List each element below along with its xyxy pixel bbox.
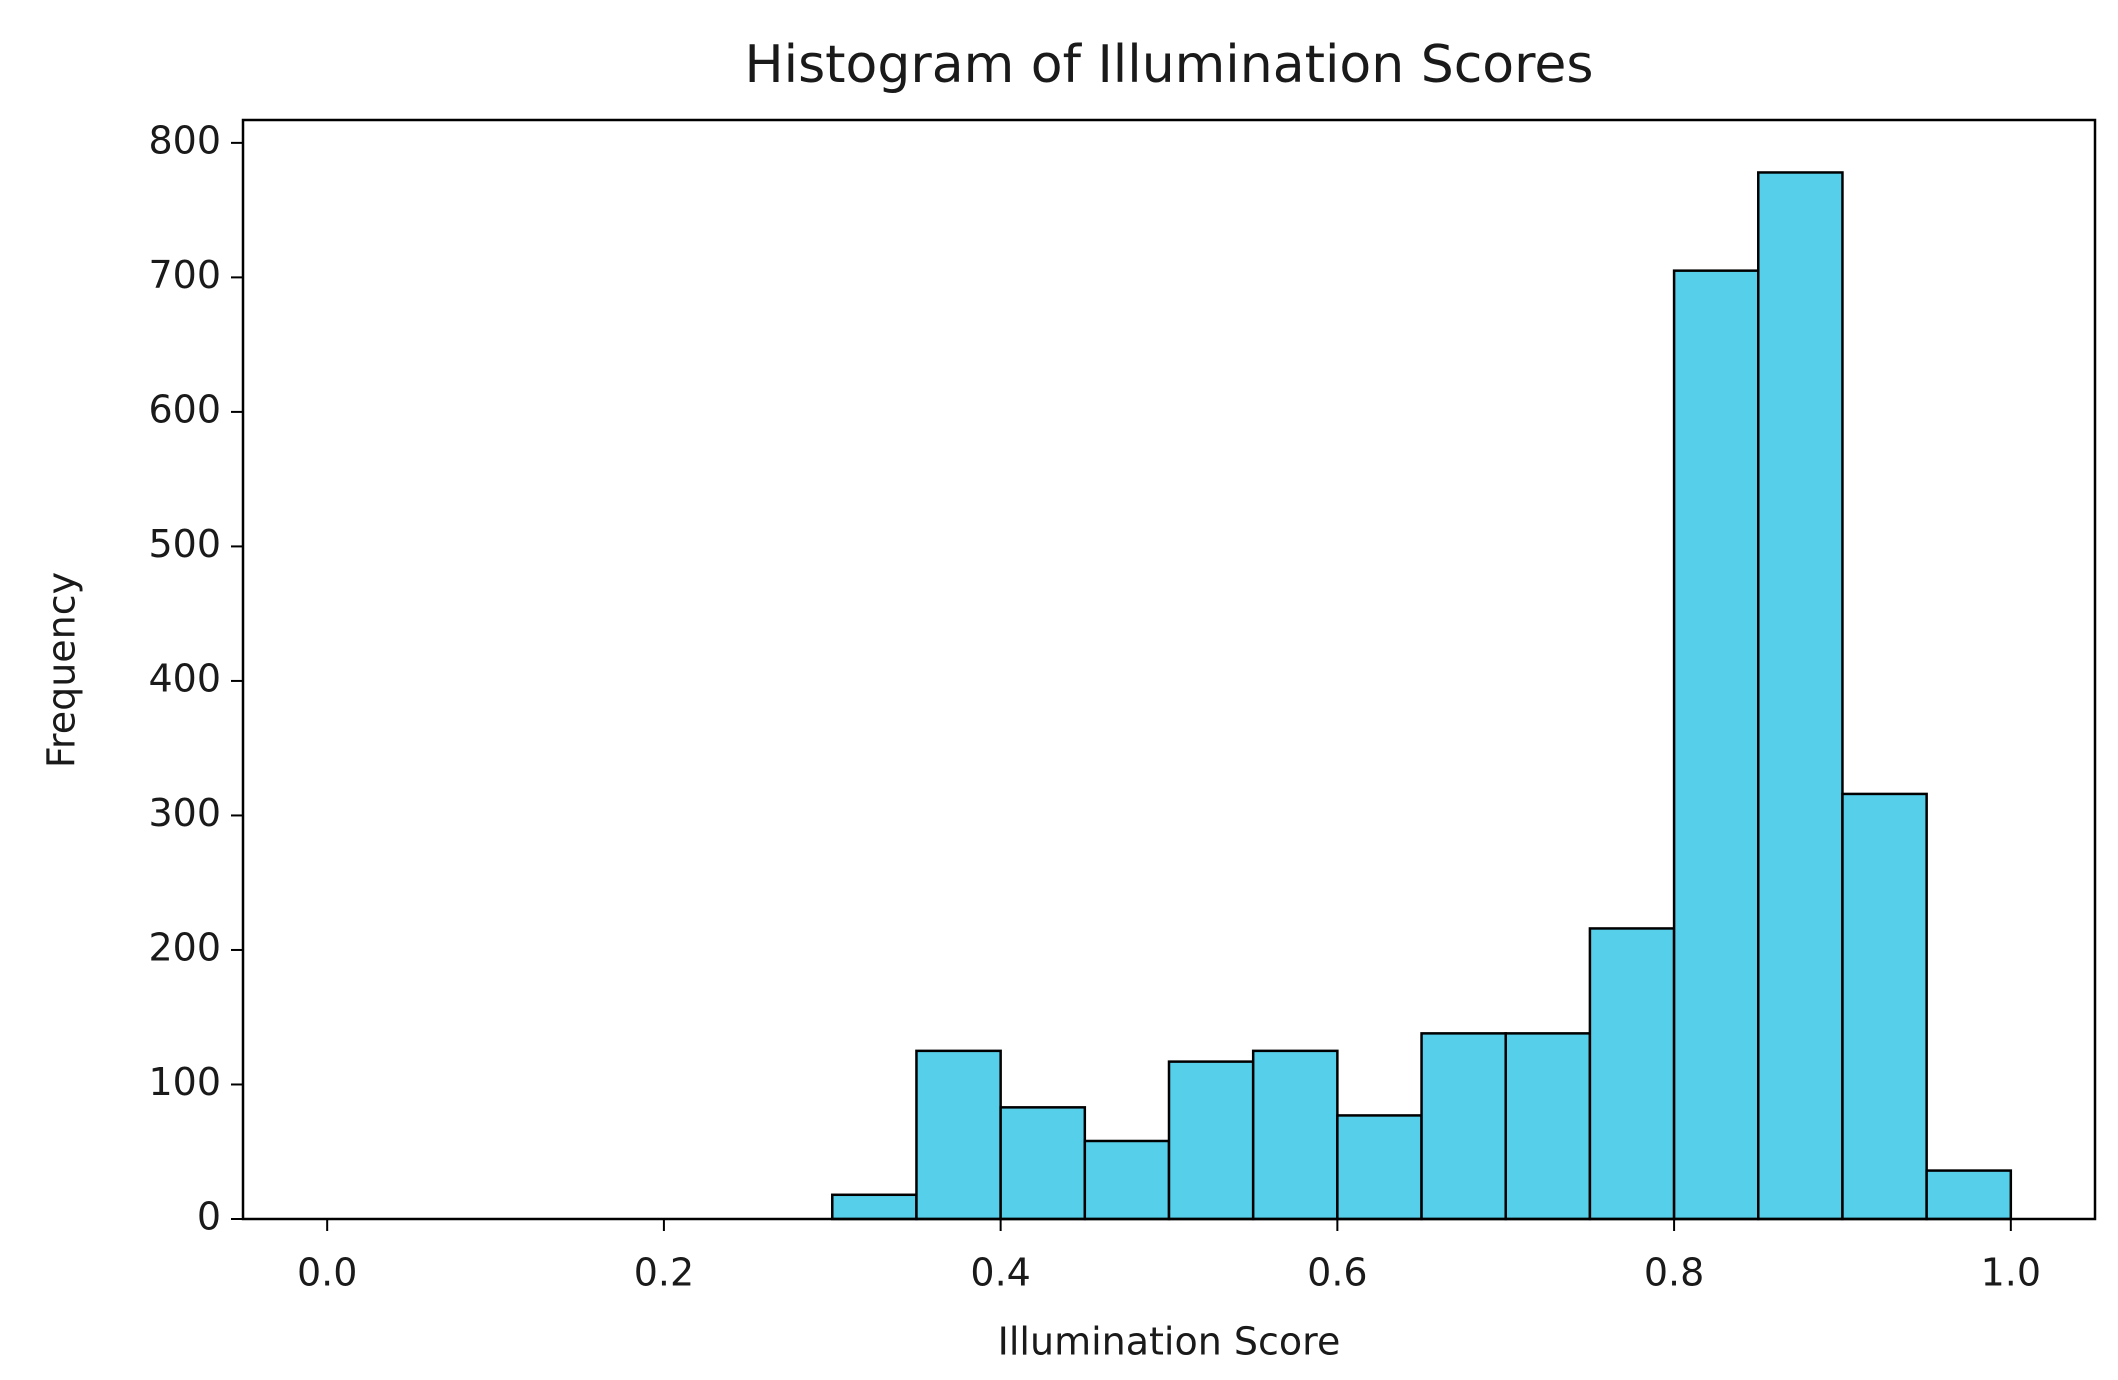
bar [1336, 1114, 1423, 1221]
bar [1925, 1169, 2013, 1221]
y-tick-label: 300 [148, 791, 221, 835]
chart-title: Histogram of Illumination Scores [745, 35, 1594, 95]
y-tick-label: 100 [148, 1060, 221, 1104]
y-tick-label: 600 [148, 387, 221, 431]
bar [1757, 171, 1844, 1221]
bar [1167, 1060, 1255, 1221]
bar [1672, 269, 1760, 1221]
x-tick-label: 0.2 [634, 1251, 694, 1295]
bar [831, 1193, 918, 1221]
bar [1083, 1139, 1171, 1221]
bar [999, 1106, 1087, 1221]
x-tick-label: 0.6 [1307, 1251, 1367, 1295]
x-tick-label: 0.8 [1644, 1251, 1704, 1295]
y-tick-label: 0 [197, 1195, 221, 1239]
y-tick-label: 800 [148, 118, 221, 162]
y-tick-label: 700 [148, 253, 221, 297]
bar [1841, 792, 1928, 1221]
bar [1251, 1049, 1339, 1221]
bar [1420, 1032, 1507, 1221]
x-tick-label: 0.0 [297, 1251, 357, 1295]
y-tick-label: 200 [148, 925, 221, 969]
bar [915, 1049, 1002, 1221]
x-tick-label: 1.0 [1981, 1251, 2041, 1295]
bar [1504, 1032, 1592, 1221]
bar [1588, 927, 1676, 1221]
x-tick-label: 0.4 [970, 1251, 1030, 1295]
y-axis-label: Frequency [40, 572, 84, 768]
plot-frame [241, 118, 2097, 1221]
x-axis-label: Illumination Score [998, 1320, 1341, 1364]
y-tick-label: 500 [148, 522, 221, 566]
y-tick-label: 400 [148, 656, 221, 700]
